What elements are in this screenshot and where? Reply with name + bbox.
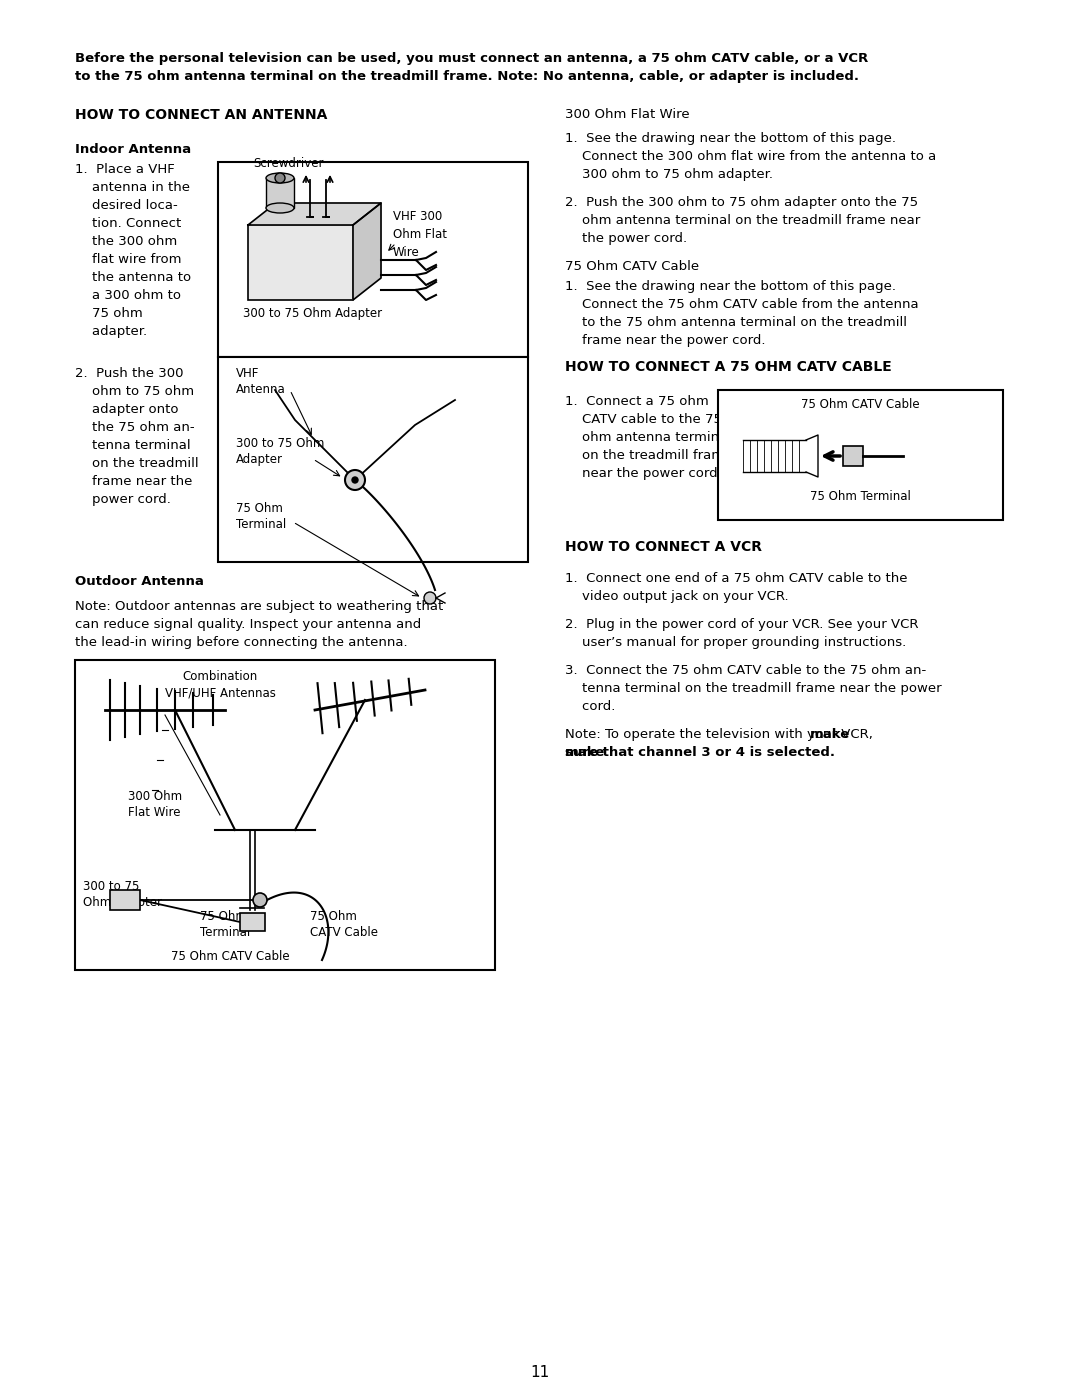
Text: 2.  Push the 300: 2. Push the 300 [75,367,184,380]
Text: the lead-in wiring before connecting the antenna.: the lead-in wiring before connecting the… [75,636,407,650]
Text: Ohm Adapter: Ohm Adapter [83,895,162,909]
Ellipse shape [266,203,294,212]
Text: 75 ohm: 75 ohm [75,307,143,320]
Ellipse shape [266,173,294,183]
Text: 75 Ohm CATV Cable: 75 Ohm CATV Cable [171,950,289,963]
Text: the 75 ohm an-: the 75 ohm an- [75,420,194,434]
Text: the 300 ohm: the 300 ohm [75,235,177,249]
Text: ohm antenna terminal: ohm antenna terminal [565,432,731,444]
Text: antenna in the: antenna in the [75,182,190,194]
Text: CATV cable to the 75: CATV cable to the 75 [565,414,723,426]
Text: 75 Ohm: 75 Ohm [237,502,283,515]
Text: to the 75 ohm antenna terminal on the treadmill frame. Note: No antenna, cable, : to the 75 ohm antenna terminal on the tr… [75,70,859,82]
Text: 75 Ohm CATV Cable: 75 Ohm CATV Cable [800,398,919,411]
Text: ohm to 75 ohm: ohm to 75 ohm [75,386,194,398]
Text: tenna terminal on the treadmill frame near the power: tenna terminal on the treadmill frame ne… [565,682,942,694]
Text: CATV Cable: CATV Cable [310,926,378,939]
Text: flat wire from: flat wire from [75,253,181,265]
Text: sure that channel 3 or 4 is selected.: sure that channel 3 or 4 is selected. [565,746,835,759]
Text: Outdoor Antenna: Outdoor Antenna [75,576,204,588]
Text: Note: To operate the television with your VCR,: Note: To operate the television with you… [565,728,877,740]
Text: 300 Ohm: 300 Ohm [129,789,183,803]
Text: user’s manual for proper grounding instructions.: user’s manual for proper grounding instr… [565,636,906,650]
Text: 2.  Plug in the power cord of your VCR. See your VCR: 2. Plug in the power cord of your VCR. S… [565,617,918,631]
Text: cord.: cord. [565,700,616,712]
Text: Screwdriver: Screwdriver [253,156,323,170]
Text: Wire: Wire [393,246,420,258]
Text: 11: 11 [530,1365,550,1380]
Text: on the treadmill: on the treadmill [75,457,199,469]
Bar [75,659,495,970]
Text: HOW TO CONNECT A VCR: HOW TO CONNECT A VCR [565,541,762,555]
Text: 3.  Connect the 75 ohm CATV cable to the 75 ohm an-: 3. Connect the 75 ohm CATV cable to the … [565,664,927,678]
Text: 75 Ohm CATV Cable: 75 Ohm CATV Cable [565,260,699,272]
Circle shape [352,476,357,483]
Text: adapter.: adapter. [75,326,147,338]
Text: 300 Ohm Flat Wire: 300 Ohm Flat Wire [565,108,690,122]
Text: on the treadmill frame: on the treadmill frame [565,448,732,462]
Text: Flat Wire: Flat Wire [129,806,180,819]
Text: 300 to 75 Ohm: 300 to 75 Ohm [237,437,324,450]
Text: can reduce signal quality. Inspect your antenna and: can reduce signal quality. Inspect your … [75,617,421,631]
Text: a 300 ohm to: a 300 ohm to [75,289,181,302]
Text: VHF: VHF [237,367,259,380]
Text: 1.  Place a VHF: 1. Place a VHF [75,163,175,176]
Text: Adapter: Adapter [237,453,283,467]
Text: Combination: Combination [183,671,258,683]
Bar [110,890,140,909]
Bar [248,225,353,300]
Text: HOW TO CONNECT AN ANTENNA: HOW TO CONNECT AN ANTENNA [75,108,327,122]
Bar [718,390,1003,520]
Text: make: make [810,728,850,740]
Text: near the power cord.: near the power cord. [565,467,721,481]
Text: frame near the: frame near the [75,475,192,488]
Text: 300 to 75 Ohm Adapter: 300 to 75 Ohm Adapter [243,307,382,320]
Bar [266,177,294,208]
Text: Before the personal television can be used, you must connect an antenna, a 75 oh: Before the personal television can be us… [75,52,868,66]
Circle shape [275,173,285,183]
Text: video output jack on your VCR.: video output jack on your VCR. [565,590,788,604]
Text: VHF 300: VHF 300 [393,210,442,224]
Text: 300 ohm to 75 ohm adapter.: 300 ohm to 75 ohm adapter. [565,168,773,182]
Text: Connect the 300 ohm flat wire from the antenna to a: Connect the 300 ohm flat wire from the a… [565,149,936,163]
Text: 75 Ohm Terminal: 75 Ohm Terminal [810,490,910,503]
Bar [218,162,528,358]
Text: desired loca-: desired loca- [75,198,178,212]
Text: the power cord.: the power cord. [565,232,687,244]
Circle shape [253,893,267,907]
Text: power cord.: power cord. [75,493,171,506]
Text: 75 Ohm: 75 Ohm [310,909,356,923]
Text: adapter onto: adapter onto [75,402,178,416]
Text: tion. Connect: tion. Connect [75,217,181,231]
Polygon shape [248,203,381,225]
Bar [843,446,863,467]
Circle shape [424,592,436,604]
Polygon shape [353,203,381,300]
Text: 1.  Connect a 75 ohm: 1. Connect a 75 ohm [565,395,708,408]
Text: tenna terminal: tenna terminal [75,439,191,453]
Bar [218,358,528,562]
Text: Ohm Flat: Ohm Flat [393,228,447,242]
Text: 1.  Connect one end of a 75 ohm CATV cable to the: 1. Connect one end of a 75 ohm CATV cabl… [565,571,907,585]
Text: Connect the 75 ohm CATV cable from the antenna: Connect the 75 ohm CATV cable from the a… [565,298,919,312]
Text: VHF/UHF Antennas: VHF/UHF Antennas [164,686,275,698]
Text: frame near the power cord.: frame near the power cord. [565,334,766,346]
Text: 1.  See the drawing near the bottom of this page.: 1. See the drawing near the bottom of th… [565,131,896,145]
Text: to the 75 ohm antenna terminal on the treadmill: to the 75 ohm antenna terminal on the tr… [565,316,907,330]
Bar [240,914,265,930]
Text: 75 Ohm: 75 Ohm [200,909,247,923]
Text: Antenna: Antenna [237,383,286,395]
Text: Terminal: Terminal [200,926,251,939]
Text: ohm antenna terminal on the treadmill frame near: ohm antenna terminal on the treadmill fr… [565,214,920,226]
Text: HOW TO CONNECT A 75 OHM CATV CABLE: HOW TO CONNECT A 75 OHM CATV CABLE [565,360,892,374]
Text: 2.  Push the 300 ohm to 75 ohm adapter onto the 75: 2. Push the 300 ohm to 75 ohm adapter on… [565,196,918,210]
Text: Terminal: Terminal [237,518,286,531]
Text: 300 to 75: 300 to 75 [83,880,139,893]
Circle shape [345,469,365,490]
Text: the antenna to: the antenna to [75,271,191,284]
Text: make: make [565,746,605,759]
Text: Note: Outdoor antennas are subject to weathering that: Note: Outdoor antennas are subject to we… [75,599,443,613]
Text: 1.  See the drawing near the bottom of this page.: 1. See the drawing near the bottom of th… [565,279,896,293]
Text: Indoor Antenna: Indoor Antenna [75,142,191,156]
